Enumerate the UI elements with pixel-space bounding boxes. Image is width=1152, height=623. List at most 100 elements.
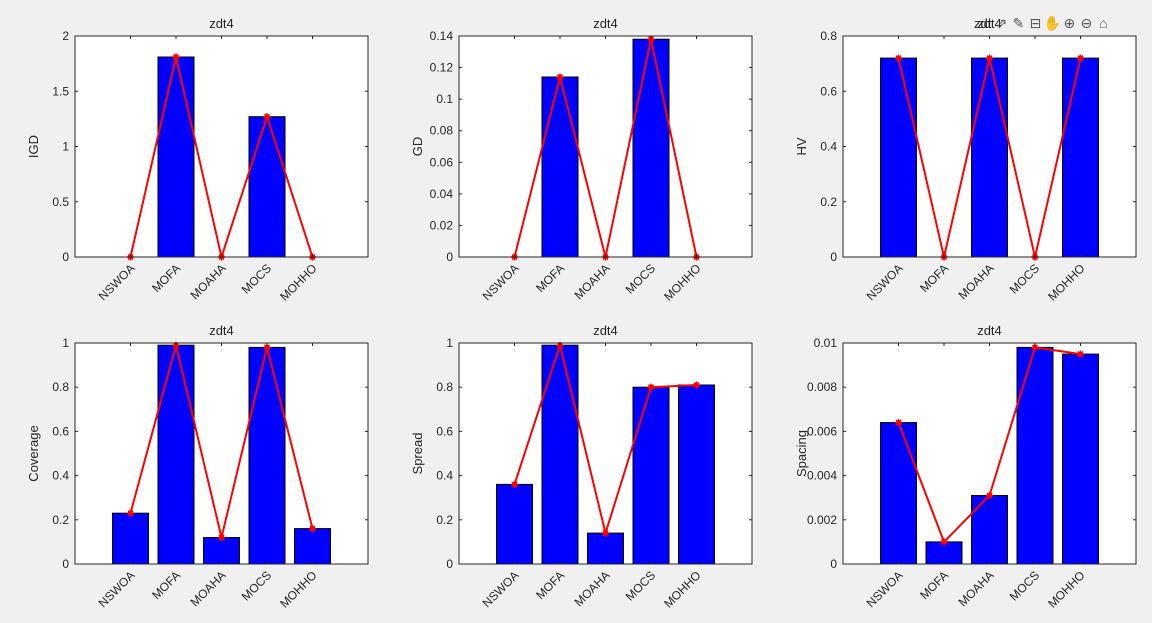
home-icon[interactable]: ⌂ [1099, 15, 1108, 31]
x-tick-label: MOHHO [277, 261, 319, 303]
x-tick-label: NSWOA [864, 568, 906, 610]
bar-mohho [1062, 353, 1099, 565]
x-tick-label: MOAHA [956, 568, 997, 609]
bar-moaha [203, 537, 240, 565]
y-tick-label: 0.01 [814, 336, 838, 350]
point-marker-moaha [985, 54, 994, 62]
point-marker-nswoa [510, 480, 519, 489]
point-marker-mohho [1076, 350, 1085, 358]
bar-nswoa [880, 57, 917, 258]
zoom-out-icon[interactable]: ⊖ [1080, 15, 1093, 31]
axes-background [459, 36, 752, 257]
y-tick-label: 0 [62, 250, 69, 264]
bar-mohho [678, 384, 715, 565]
point-marker-mocs [647, 383, 655, 391]
y-tick-label: 0.4 [52, 469, 69, 483]
bar-nswoa [496, 483, 533, 565]
x-tick-label: MOFA [533, 568, 567, 602]
bar-moaha [971, 57, 1008, 258]
x-tick-label: MOFA [917, 568, 951, 602]
y-tick-label: 0.02 [430, 218, 454, 232]
bar-mocs [248, 116, 286, 258]
axes-background [75, 36, 368, 257]
x-tick-label: NSWOA [96, 261, 138, 303]
bar-nswoa [112, 512, 149, 565]
x-tick-label: NSWOA [480, 261, 522, 303]
point-marker-nswoa [894, 54, 903, 62]
bar-mofa [157, 344, 195, 565]
y-axis-label: Coverage [26, 425, 41, 481]
y-tick-label: 0.12 [430, 61, 454, 75]
subplot-coverage: 0 0.2 0.4 0.6 0.8 1 NSWOA MOFA MOAHA MOCS MOHHO zdt… [26, 323, 369, 611]
y-tick-label: 0.8 [436, 380, 453, 394]
y-tick-label: 0 [830, 557, 837, 571]
subplot-gd: 0 0.02 0.04 0.06 0.08 0.1 0.12 0.14 NSWOA MOFA MOA… [410, 16, 753, 304]
point-marker-mofa [556, 73, 564, 81]
bar-mohho [1062, 57, 1099, 258]
point-marker-mofa [940, 538, 948, 546]
point-marker-nswoa [126, 509, 135, 517]
y-tick-label: 0.04 [430, 187, 454, 201]
x-tick-label: NSWOA [864, 261, 906, 303]
x-tick-label: MOCS [1007, 568, 1042, 603]
y-tick-label: 0.4 [436, 469, 453, 483]
y-axis-label: Spread [410, 433, 425, 475]
pan-hand-icon[interactable]: ✋ [1043, 15, 1062, 31]
axes-toolbar: zdt ⇗ ✎ ⊟ ✋ ⊕ ⊖ ⌂ [974, 12, 1111, 34]
y-tick-label: 0.002 [807, 513, 837, 527]
x-tick-label: MOFA [149, 568, 183, 602]
x-tick-label: MOFA [533, 261, 567, 295]
y-tick-label: 0.8 [820, 29, 837, 43]
y-tick-label: 1.5 [52, 84, 69, 98]
subplot-spacing: 0 0.002 0.004 0.006 0.008 0.01 NSWOA MOFA MOAHA M… [794, 323, 1137, 611]
point-marker-mocs [1031, 343, 1039, 352]
y-tick-label: 0 [446, 557, 453, 571]
y-axis-label: Spacing [794, 430, 809, 477]
point-marker-mocs [263, 113, 271, 121]
point-marker-mohho [308, 525, 317, 533]
y-tick-label: 0.6 [820, 84, 837, 98]
bar-mofa [157, 56, 195, 258]
y-tick-label: 0.006 [807, 424, 837, 438]
x-tick-label: MOFA [917, 261, 951, 295]
export-icon[interactable]: ⇗ [995, 15, 1008, 31]
y-tick-label: 0.5 [52, 195, 69, 209]
y-tick-label: 0 [830, 250, 837, 264]
x-tick-label: MOHHO [277, 568, 319, 610]
x-tick-label: MOCS [623, 568, 658, 603]
y-tick-label: 0.06 [430, 155, 454, 169]
x-tick-label: MOAHA [188, 261, 229, 302]
bar-mocs [248, 346, 286, 565]
subplot-igd: 0 0.5 1 1.5 2 NSWOA MOFA MOAHA MOCS MOHHO zdt4 IGD [26, 16, 369, 304]
datatip-icon[interactable]: ⊟ [1029, 15, 1042, 31]
x-tick-label: MOCS [239, 568, 274, 603]
bar-mohho [294, 528, 331, 565]
x-tick-label: MOHHO [1045, 568, 1087, 610]
subplot-hv: 0 0.2 0.4 0.6 0.8 NSWOA MOFA MOAHA MOCS MOHHO zdt4… [794, 16, 1137, 304]
zoom-in-icon[interactable]: ⊕ [1063, 15, 1076, 31]
y-tick-label: 0.2 [436, 513, 453, 527]
point-marker-mohho [692, 381, 701, 389]
x-tick-label: MOAHA [188, 568, 229, 609]
y-tick-label: 0.2 [820, 195, 837, 209]
subplot-spread: 0 0.2 0.4 0.6 0.8 1 NSWOA MOFA MOAHA MOCS MOHHO zdt… [410, 323, 753, 611]
x-tick-label: MOHHO [1045, 261, 1087, 303]
x-tick-label: MOCS [623, 261, 658, 296]
y-tick-label: 0.08 [430, 124, 454, 138]
point-marker-moaha [601, 529, 610, 537]
point-marker-moaha [217, 533, 226, 542]
brush-icon[interactable]: ✎ [1012, 15, 1025, 31]
bar-mofa [541, 344, 579, 565]
point-marker-mocs [263, 343, 271, 352]
y-tick-label: 2 [62, 29, 69, 43]
point-marker-mofa [172, 53, 180, 61]
chart-title: zdt4 [593, 16, 618, 31]
y-axis-label: HV [794, 137, 809, 155]
y-tick-label: 0.2 [52, 513, 69, 527]
x-tick-label: MOHHO [661, 261, 703, 303]
y-tick-label: 0.008 [807, 380, 837, 394]
y-tick-label: 0.6 [436, 424, 453, 438]
bar-nswoa [880, 422, 917, 565]
x-tick-label: NSWOA [480, 568, 522, 610]
